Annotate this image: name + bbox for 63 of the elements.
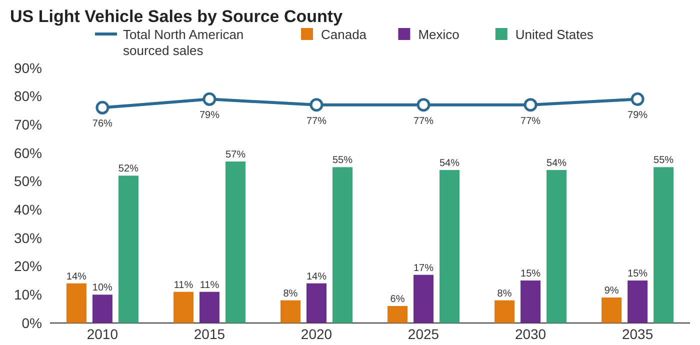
data-label: 9% bbox=[604, 286, 619, 296]
data-label: 76% bbox=[92, 118, 113, 130]
bar bbox=[388, 306, 408, 323]
y-tick-label: 50% bbox=[14, 173, 42, 190]
y-tick-label: 30% bbox=[14, 230, 42, 246]
data-label: 6% bbox=[390, 294, 405, 305]
bar bbox=[92, 294, 112, 323]
x-tick-label: 2030 bbox=[514, 326, 546, 342]
data-label: 8% bbox=[283, 288, 298, 300]
data-label: 8% bbox=[497, 288, 512, 300]
data-label: 79% bbox=[199, 110, 220, 122]
data-label: 77% bbox=[306, 116, 327, 127]
data-label: 55% bbox=[332, 155, 353, 166]
bar bbox=[546, 170, 567, 323]
legend-label: Canada bbox=[321, 27, 368, 42]
legend-label: Mexico bbox=[418, 27, 460, 42]
bar bbox=[225, 162, 246, 323]
chart-title: US Light Vehicle Sales by Source County bbox=[10, 7, 344, 26]
x-tick-label: 2010 bbox=[86, 326, 118, 342]
y-tick-label: 40% bbox=[14, 202, 42, 218]
bar bbox=[440, 170, 460, 323]
bar bbox=[199, 292, 220, 323]
y-tick-label: 10% bbox=[14, 286, 42, 303]
data-label: 11% bbox=[174, 280, 194, 291]
data-label: 79% bbox=[628, 110, 648, 122]
data-label: 54% bbox=[546, 158, 567, 169]
data-label: 17% bbox=[414, 262, 434, 274]
x-tick-label: 2035 bbox=[622, 326, 654, 342]
y-tick-label: 90% bbox=[14, 60, 42, 76]
data-label: 55% bbox=[654, 155, 674, 166]
bar bbox=[628, 280, 648, 323]
y-tick-label: 20% bbox=[14, 258, 42, 274]
bar bbox=[66, 283, 86, 323]
data-label: 54% bbox=[440, 158, 460, 169]
data-label: 14% bbox=[66, 271, 87, 282]
data-label: 77% bbox=[414, 116, 434, 127]
y-tick-label: 60% bbox=[14, 144, 42, 161]
y-tick-label: 0% bbox=[22, 314, 42, 331]
bar bbox=[494, 300, 515, 323]
y-tick-label: 70% bbox=[14, 116, 42, 133]
data-label: 11% bbox=[200, 280, 220, 291]
data-label: 52% bbox=[118, 164, 139, 175]
y-tick-label: 80% bbox=[14, 88, 42, 104]
data-label: 57% bbox=[225, 150, 246, 160]
data-label: 77% bbox=[520, 116, 541, 127]
legend-label: United States bbox=[515, 27, 594, 42]
data-label: 15% bbox=[520, 268, 541, 280]
bar bbox=[520, 280, 541, 323]
bar bbox=[602, 298, 622, 323]
bar bbox=[332, 167, 352, 323]
bar bbox=[118, 176, 138, 323]
data-label: 15% bbox=[628, 268, 648, 280]
data-label: 14% bbox=[306, 271, 327, 282]
bar bbox=[654, 167, 674, 323]
x-tick-label: 2025 bbox=[408, 326, 440, 342]
bar bbox=[280, 300, 300, 323]
x-tick-label: 2020 bbox=[300, 326, 332, 342]
bar bbox=[306, 283, 326, 323]
x-tick-label: 2015 bbox=[194, 326, 226, 342]
legend-label: Total North American sourced sales bbox=[123, 27, 244, 58]
data-label: 10% bbox=[92, 282, 113, 294]
bar bbox=[173, 292, 194, 323]
bar bbox=[414, 274, 434, 323]
